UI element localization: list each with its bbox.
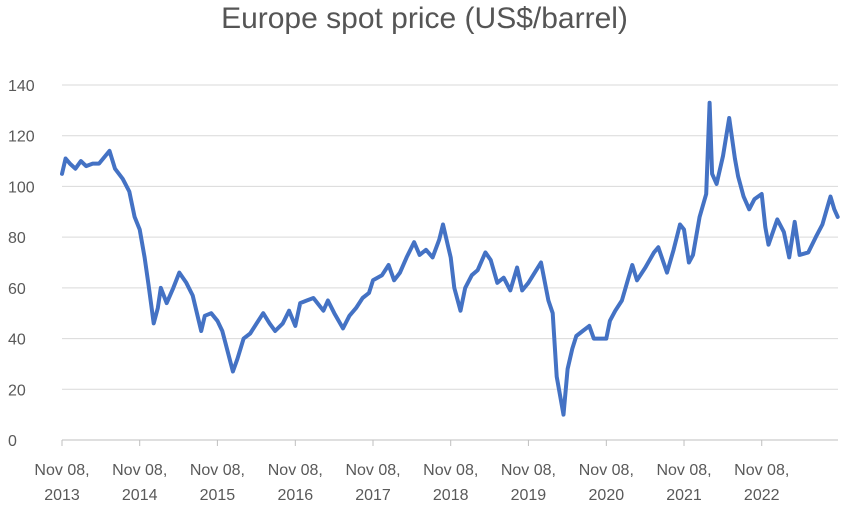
x-tick-label-line1: Nov 08, <box>656 462 711 479</box>
x-tick-label-line2: 2017 <box>355 487 391 504</box>
chart-title: Europe spot price (US$/barrel) <box>221 2 628 35</box>
y-tick-label: 120 <box>8 129 35 146</box>
y-tick-label: 80 <box>8 230 26 247</box>
x-tick-label-line1: Nov 08, <box>34 462 89 479</box>
x-tick-label-line2: 2015 <box>200 487 236 504</box>
y-tick-label: 100 <box>8 179 35 196</box>
x-tick-label-line1: Nov 08, <box>423 462 478 479</box>
x-tick-label-line2: 2020 <box>589 487 625 504</box>
x-tick-label-line1: Nov 08, <box>734 462 789 479</box>
y-tick-label: 0 <box>8 433 17 450</box>
y-tick-label: 140 <box>8 78 35 95</box>
x-tick-label-line2: 2021 <box>666 487 702 504</box>
x-tick-label-line1: Nov 08, <box>190 462 245 479</box>
x-tick-label-line2: 2016 <box>278 487 314 504</box>
x-tick-label-line2: 2018 <box>433 487 469 504</box>
x-tick-label-line2: 2013 <box>44 487 80 504</box>
x-tick-label-line2: 2022 <box>744 487 780 504</box>
y-tick-label: 40 <box>8 332 26 349</box>
x-tick-label-line2: 2019 <box>511 487 547 504</box>
series-line <box>60 100 840 417</box>
x-tick-label-line1: Nov 08, <box>268 462 323 479</box>
x-tick-label-line1: Nov 08, <box>501 462 556 479</box>
x-tick-label-line1: Nov 08, <box>579 462 634 479</box>
x-tick-label-line1: Nov 08, <box>112 462 167 479</box>
x-tick-label-line1: Nov 08, <box>345 462 400 479</box>
y-tick-label: 60 <box>8 281 26 298</box>
x-tick-label-line2: 2014 <box>122 487 158 504</box>
y-tick-label: 20 <box>8 382 26 399</box>
